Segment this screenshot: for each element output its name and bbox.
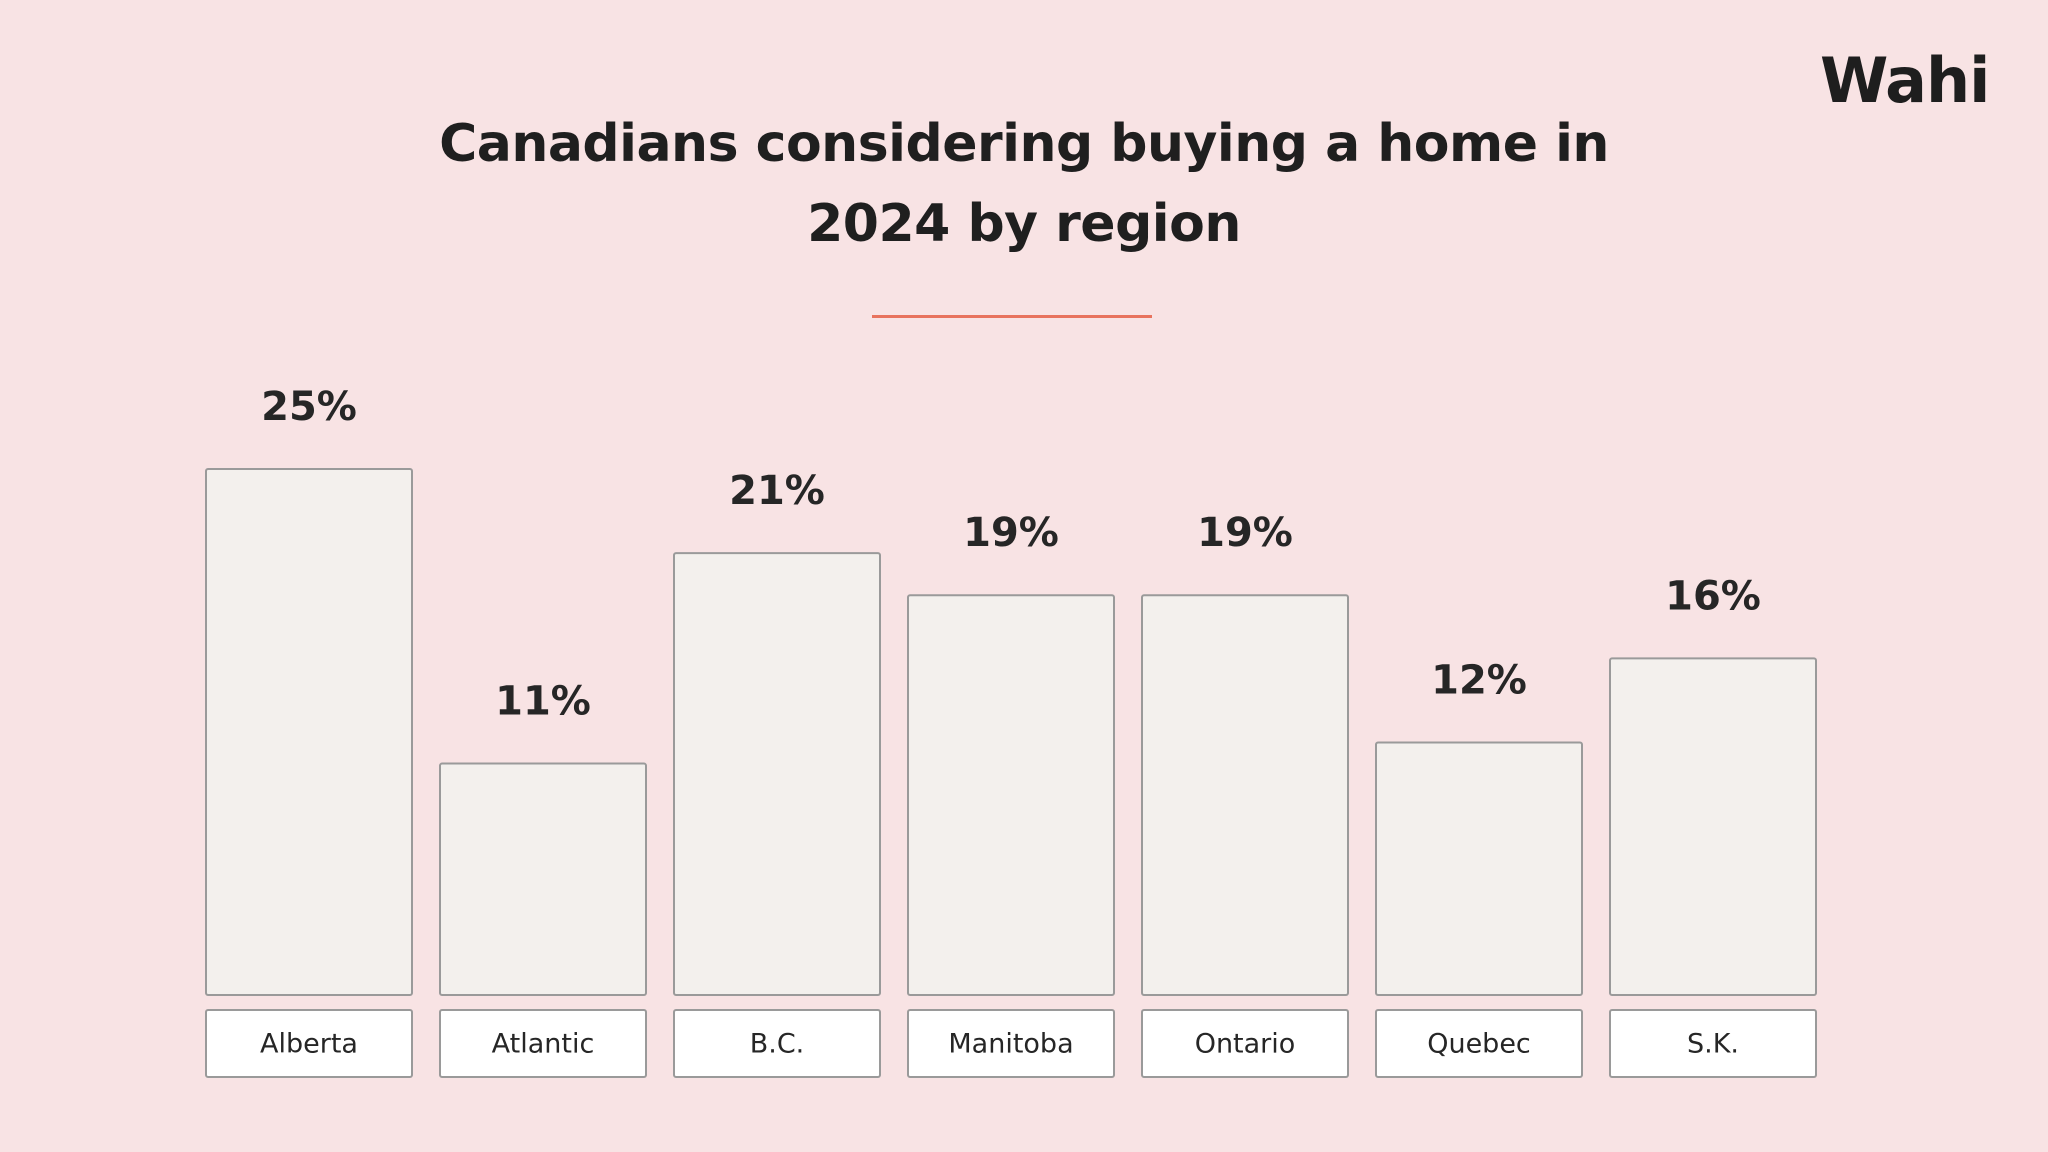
category-label: S.K. <box>1687 1029 1739 1060</box>
category-box <box>907 1009 1115 1078</box>
bar <box>205 468 413 996</box>
category-box <box>1141 1009 1349 1078</box>
value-label: 19% <box>963 510 1059 556</box>
value-label: 12% <box>1431 658 1527 704</box>
brand-logo: Wahi <box>1820 44 1990 117</box>
category-box <box>205 1009 413 1078</box>
value-label: 25% <box>261 384 357 430</box>
bar <box>907 594 1115 996</box>
category-label: B.C. <box>750 1029 805 1060</box>
category-label: Alberta <box>260 1029 358 1060</box>
category-label: Ontario <box>1195 1029 1296 1060</box>
bar <box>1609 657 1817 996</box>
chart-title: Canadians considering buying a home in 2… <box>439 114 1609 254</box>
bar <box>1375 741 1583 997</box>
category-box <box>1375 1009 1583 1078</box>
value-label: 21% <box>729 468 825 514</box>
title-underline <box>872 315 1152 318</box>
value-label: 11% <box>495 679 591 725</box>
bar <box>439 762 647 996</box>
value-label: 16% <box>1665 573 1761 619</box>
category-label: Manitoba <box>948 1029 1073 1060</box>
value-label: 19% <box>1197 510 1293 556</box>
category-label: Atlantic <box>492 1029 595 1060</box>
category-box <box>673 1009 881 1078</box>
category-box <box>1609 1009 1817 1078</box>
category-box <box>439 1009 647 1078</box>
bar <box>1141 594 1349 996</box>
bar <box>673 552 881 996</box>
category-label: Quebec <box>1427 1029 1531 1060</box>
